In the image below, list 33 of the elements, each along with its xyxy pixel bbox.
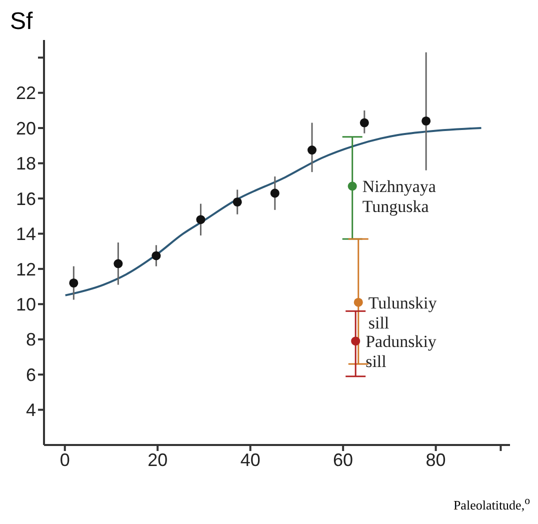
y-tick-label: 20 — [16, 118, 36, 138]
x-tick-label: 60 — [333, 450, 354, 470]
point — [69, 278, 78, 288]
x-tick-label: 20 — [148, 450, 168, 470]
point — [351, 336, 360, 346]
x-tick-label: 40 — [240, 450, 260, 470]
x-tick-label: 0 — [60, 450, 70, 470]
point — [114, 259, 123, 268]
y-tick-label: 16 — [16, 188, 36, 209]
y-tick-label: 14 — [16, 224, 36, 244]
series-label: Tulunskiy sill — [368, 293, 438, 332]
point — [196, 215, 206, 224]
x-axis-title: Paleolatitude,$^{o}$ — [453, 494, 530, 513]
point — [152, 251, 161, 260]
y-tick-label: 12 — [16, 259, 36, 280]
y-tick-label: 18 — [16, 154, 36, 174]
point — [307, 146, 317, 155]
point — [232, 197, 242, 207]
series-label: Padunskiy sill — [366, 332, 437, 372]
x-tick-label: 80 — [426, 450, 446, 470]
y-tick-label: 6 — [26, 364, 36, 385]
point — [422, 116, 431, 126]
point — [348, 182, 357, 191]
point — [354, 298, 363, 307]
y-axis-title: Sf — [10, 8, 33, 36]
point — [270, 188, 280, 198]
series-label: Nizhnyaya Tunguska — [362, 177, 436, 216]
y-tick-label: 8 — [26, 330, 36, 350]
y-tick-label: 22 — [16, 83, 36, 104]
y-tick-label: 10 — [16, 294, 36, 315]
point — [360, 118, 369, 128]
line-series — [64, 127, 482, 296]
y-tick-label: 4 — [26, 400, 36, 420]
